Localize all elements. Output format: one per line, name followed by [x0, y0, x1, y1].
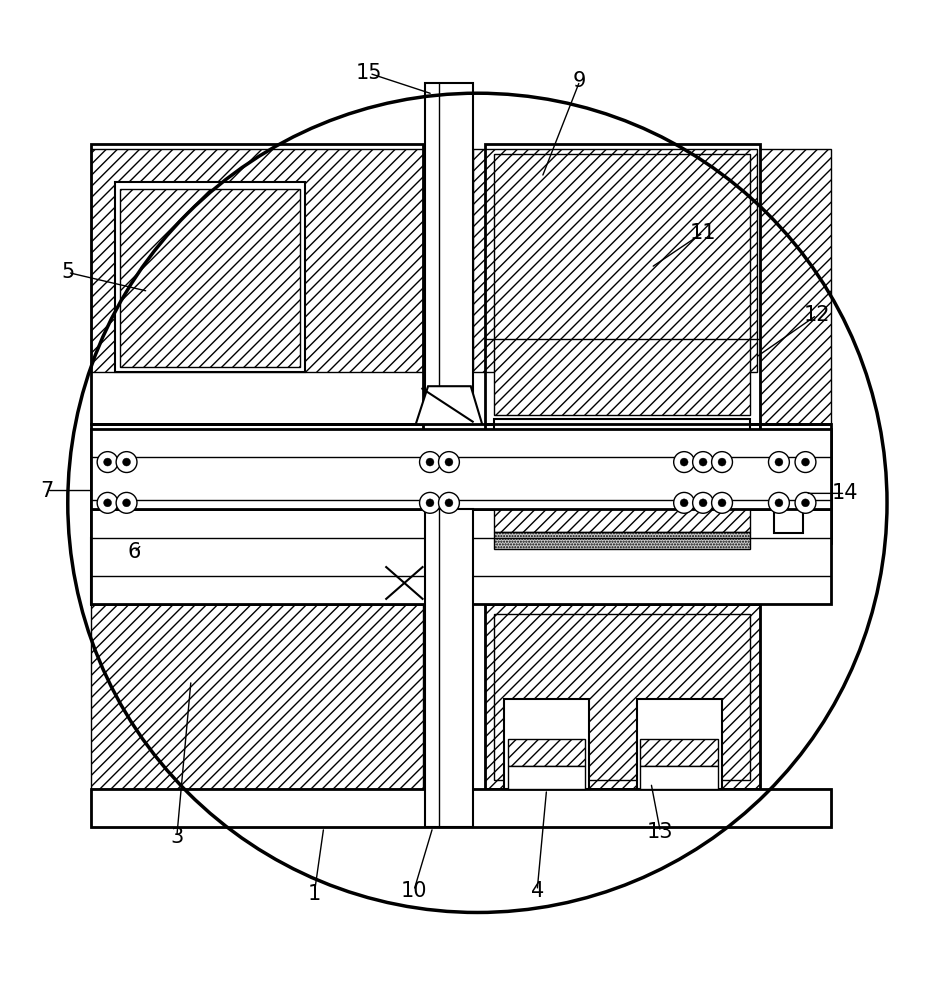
Bar	[485, 604, 760, 789]
Circle shape	[680, 458, 689, 466]
Bar	[774, 434, 803, 533]
Bar	[508, 766, 586, 789]
Circle shape	[438, 492, 459, 513]
Bar	[485, 571, 760, 789]
Circle shape	[711, 452, 732, 473]
Circle shape	[795, 452, 816, 473]
Bar	[495, 419, 750, 476]
Bar	[495, 550, 750, 600]
Text: 9: 9	[573, 71, 587, 91]
Circle shape	[104, 458, 111, 466]
Bar	[115, 182, 305, 372]
Circle shape	[426, 499, 434, 507]
Circle shape	[699, 499, 707, 507]
Circle shape	[718, 458, 726, 466]
Circle shape	[680, 499, 689, 507]
Bar	[120, 189, 301, 367]
Circle shape	[795, 492, 816, 513]
Text: 12: 12	[804, 305, 830, 325]
Circle shape	[711, 492, 732, 513]
Circle shape	[104, 499, 111, 507]
Circle shape	[718, 499, 726, 507]
Bar	[508, 739, 586, 766]
Text: 1: 1	[308, 884, 320, 904]
Text: 10: 10	[400, 881, 427, 901]
Bar	[91, 509, 831, 604]
Bar	[473, 149, 757, 372]
Bar	[495, 614, 750, 780]
Bar	[91, 789, 831, 827]
Circle shape	[97, 492, 118, 513]
Circle shape	[692, 492, 713, 513]
Circle shape	[802, 499, 809, 507]
Bar	[495, 496, 750, 532]
Text: 3: 3	[170, 827, 184, 847]
Bar	[91, 149, 423, 372]
Bar	[495, 478, 750, 495]
Bar	[91, 562, 423, 789]
Bar	[91, 144, 423, 424]
Bar	[760, 424, 831, 543]
Bar	[495, 154, 750, 415]
Bar	[495, 532, 750, 549]
Circle shape	[445, 458, 453, 466]
Text: 14: 14	[832, 483, 859, 503]
Text: 5: 5	[61, 262, 74, 282]
Circle shape	[445, 499, 453, 507]
Bar	[637, 699, 722, 789]
Circle shape	[673, 492, 694, 513]
Circle shape	[768, 492, 789, 513]
Circle shape	[123, 458, 130, 466]
Text: 6: 6	[127, 542, 141, 562]
Text: 15: 15	[356, 63, 382, 83]
Bar	[485, 424, 760, 604]
Bar	[504, 699, 590, 789]
Text: 7: 7	[40, 481, 53, 501]
Text: 13: 13	[647, 822, 673, 842]
Circle shape	[116, 492, 137, 513]
Bar	[485, 144, 760, 424]
Polygon shape	[416, 386, 482, 424]
Circle shape	[97, 452, 118, 473]
Circle shape	[802, 458, 809, 466]
Bar	[115, 453, 305, 595]
Circle shape	[438, 452, 459, 473]
Circle shape	[123, 499, 130, 507]
Circle shape	[116, 452, 137, 473]
Circle shape	[426, 458, 434, 466]
Bar	[640, 766, 718, 789]
Bar	[760, 149, 831, 424]
Circle shape	[775, 499, 783, 507]
Bar	[91, 429, 831, 509]
Bar	[640, 739, 718, 766]
Circle shape	[775, 458, 783, 466]
Bar	[91, 538, 182, 604]
Text: 11: 11	[689, 223, 716, 243]
Bar	[425, 83, 473, 424]
Text: 4: 4	[531, 881, 544, 901]
Circle shape	[692, 452, 713, 473]
Bar	[91, 789, 831, 827]
Circle shape	[768, 452, 789, 473]
Circle shape	[699, 458, 707, 466]
Bar	[425, 509, 473, 827]
Circle shape	[673, 452, 694, 473]
Bar	[91, 424, 423, 604]
Circle shape	[419, 492, 440, 513]
Circle shape	[419, 452, 440, 473]
